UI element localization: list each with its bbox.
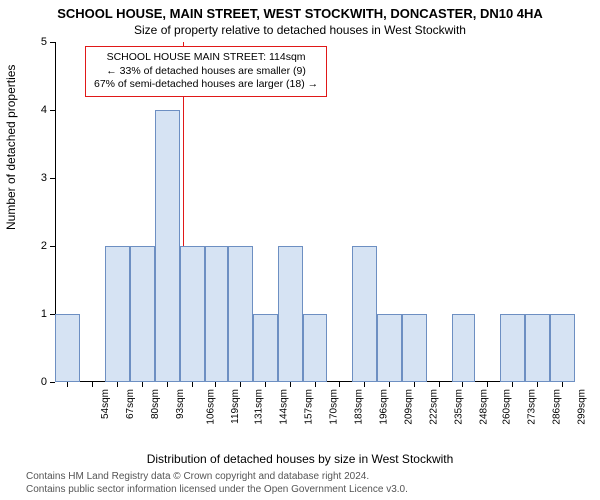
x-tick: [512, 382, 513, 387]
histogram-bar: [105, 246, 130, 382]
y-tick: [50, 178, 55, 179]
title-sub: Size of property relative to detached ho…: [0, 23, 600, 37]
x-tick-label: 131sqm: [254, 389, 265, 425]
x-tick-label: 222sqm: [428, 389, 439, 425]
info-line-3: 67% of semi-detached houses are larger (…: [94, 78, 318, 92]
histogram-bar: [352, 246, 377, 382]
x-tick: [339, 382, 340, 387]
x-tick-label: 157sqm: [304, 389, 315, 425]
x-tick: [192, 382, 193, 387]
x-tick-label: 196sqm: [379, 389, 390, 425]
x-tick: [462, 382, 463, 387]
x-tick-label: 273sqm: [526, 389, 537, 425]
histogram-bar: [452, 314, 475, 382]
x-tick: [240, 382, 241, 387]
x-tick-label: 235sqm: [453, 389, 464, 425]
y-tick-label: 2: [41, 240, 47, 252]
histogram-bar: [155, 110, 180, 382]
x-tick-label: 93sqm: [175, 389, 186, 419]
property-info-box: SCHOOL HOUSE MAIN STREET: 114sqm ← 33% o…: [85, 46, 327, 97]
x-tick-label: 286sqm: [551, 389, 562, 425]
x-tick-label: 248sqm: [478, 389, 489, 425]
x-tick: [167, 382, 168, 387]
x-tick: [364, 382, 365, 387]
y-tick-label: 1: [41, 308, 47, 320]
info-line-2: ← 33% of detached houses are smaller (9): [94, 65, 318, 79]
x-tick-label: 67sqm: [125, 389, 136, 419]
histogram-bar: [130, 246, 155, 382]
histogram-bar: [402, 314, 427, 382]
x-tick: [117, 382, 118, 387]
x-tick: [487, 382, 488, 387]
x-tick-label: 80sqm: [150, 389, 161, 419]
footer-line-2: Contains public sector information licen…: [26, 484, 408, 497]
histogram-bar: [278, 246, 303, 382]
histogram-bar: [550, 314, 575, 382]
footer-line-1: Contains HM Land Registry data © Crown c…: [26, 471, 408, 484]
histogram-bar: [303, 314, 328, 382]
x-tick-label: 209sqm: [403, 389, 414, 425]
histogram-bar: [377, 314, 402, 382]
x-tick: [562, 382, 563, 387]
x-tick: [142, 382, 143, 387]
x-tick: [92, 382, 93, 387]
x-tick-label: 119sqm: [230, 389, 241, 424]
x-tick-label: 170sqm: [329, 389, 340, 425]
x-tick-label: 54sqm: [100, 389, 111, 419]
histogram-bar: [525, 314, 550, 382]
x-tick-label: 183sqm: [354, 389, 365, 425]
histogram-bar: [205, 246, 228, 382]
info-line-1: SCHOOL HOUSE MAIN STREET: 114sqm: [94, 51, 318, 65]
y-tick: [50, 42, 55, 43]
x-axis-label: Distribution of detached houses by size …: [0, 452, 600, 466]
x-tick-label: 299sqm: [576, 389, 587, 425]
histogram-bar: [500, 314, 525, 382]
y-tick-label: 0: [41, 376, 47, 388]
attribution-footer: Contains HM Land Registry data © Crown c…: [26, 471, 408, 496]
y-axis-label: Number of detached properties: [4, 65, 18, 230]
histogram-bar: [180, 246, 205, 382]
histogram-bar: [55, 314, 80, 382]
y-tick-label: 5: [41, 36, 47, 48]
x-tick-label: 260sqm: [501, 389, 512, 425]
x-tick: [537, 382, 538, 387]
x-tick: [215, 382, 216, 387]
x-tick: [290, 382, 291, 387]
y-tick-label: 3: [41, 172, 47, 184]
histogram-bar: [253, 314, 278, 382]
x-tick: [67, 382, 68, 387]
x-tick: [389, 382, 390, 387]
x-tick: [439, 382, 440, 387]
chart-container: SCHOOL HOUSE, MAIN STREET, WEST STOCKWIT…: [0, 0, 600, 500]
x-tick: [265, 382, 266, 387]
histogram-bar: [228, 246, 253, 382]
y-tick: [50, 246, 55, 247]
x-tick: [414, 382, 415, 387]
y-tick: [50, 110, 55, 111]
x-tick-label: 106sqm: [206, 389, 217, 425]
y-tick-label: 4: [41, 104, 47, 116]
plot-area: SCHOOL HOUSE MAIN STREET: 114sqm ← 33% o…: [55, 42, 575, 382]
title-main: SCHOOL HOUSE, MAIN STREET, WEST STOCKWIT…: [0, 6, 600, 21]
x-tick: [315, 382, 316, 387]
x-tick-label: 144sqm: [279, 389, 290, 425]
